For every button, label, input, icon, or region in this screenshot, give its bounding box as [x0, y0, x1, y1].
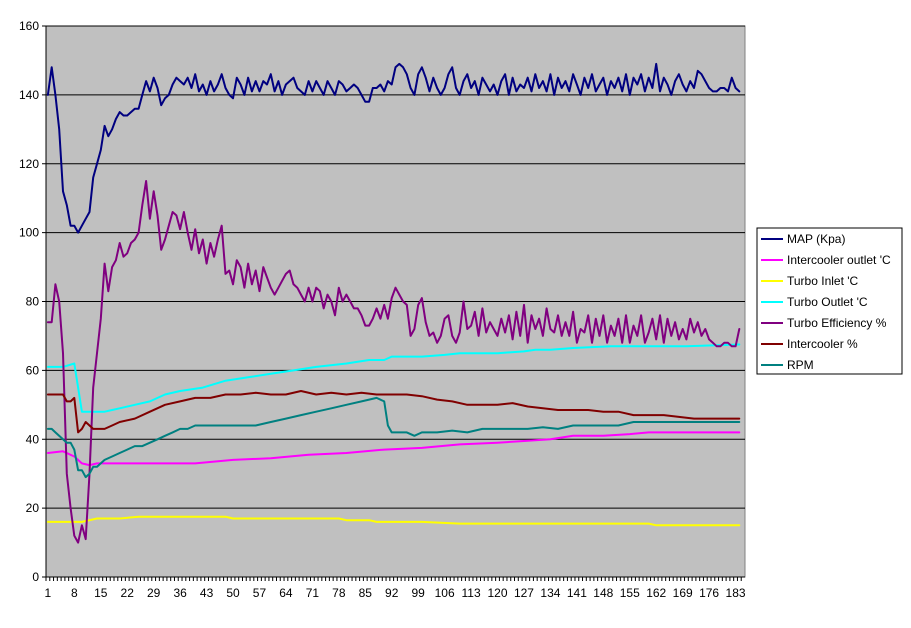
series-lines [46, 62, 741, 544]
legend-label: Turbo Efficiency % [787, 316, 887, 330]
series-line-2 [46, 431, 741, 467]
legend-label: MAP (Kpa) [787, 232, 845, 246]
legend-label: Intercooler % [787, 337, 858, 351]
x-tick-label: 50 [226, 586, 240, 600]
x-tick-label: 57 [253, 586, 267, 600]
y-tick-label: 20 [26, 501, 40, 515]
y-tick-label: 80 [26, 295, 40, 309]
x-tick-label: 29 [147, 586, 161, 600]
y-tick-label: 120 [19, 157, 39, 171]
y-tick-label: 160 [19, 19, 39, 33]
legend: MAP (Kpa) Intercooler outlet 'C Turbo Inle… [756, 227, 903, 375]
legend-label: Turbo Outlet 'C [787, 295, 868, 309]
y-tick-label: 60 [26, 363, 40, 377]
legend-label: RPM [787, 358, 814, 372]
series-line-5 [46, 180, 741, 544]
x-tick-label: 155 [620, 586, 640, 600]
series-line-1 [46, 62, 741, 234]
x-tick-label: 43 [200, 586, 214, 600]
x-tick-label: 113 [461, 586, 480, 600]
x-tick-label: 85 [359, 586, 373, 600]
legend-label: Intercooler outlet 'C [787, 253, 891, 267]
x-tick-label: 8 [71, 586, 78, 600]
x-tick-label: 176 [699, 586, 719, 600]
plot-area [45, 25, 746, 578]
x-tick-label: 99 [411, 586, 425, 600]
x-tick-label: 134 [540, 586, 560, 600]
series-line-3 [46, 515, 741, 527]
x-tick-label: 106 [435, 586, 455, 600]
series-line-7 [46, 396, 741, 479]
x-tick-label: 162 [646, 586, 666, 600]
y-tick-label: 40 [26, 432, 40, 446]
x-tick-label: 36 [173, 586, 187, 600]
y-tick-label: 0 [32, 570, 39, 584]
series-line-6 [46, 390, 741, 434]
x-tick-label: 22 [121, 586, 135, 600]
x-tick-label: 64 [279, 586, 293, 600]
x-tick-label: 15 [94, 586, 108, 600]
x-tick-label: 148 [593, 586, 613, 600]
x-tick-label: 127 [514, 586, 534, 600]
x-tick-label: 71 [306, 586, 320, 600]
x-tick-label: 92 [385, 586, 399, 600]
x-tick-label: 120 [488, 586, 508, 600]
x-tick-label: 169 [673, 586, 693, 600]
x-tick-label: 141 [567, 586, 587, 600]
series-line-4 [46, 343, 741, 413]
y-tick-label: 140 [19, 88, 39, 102]
axes: 0 20 40 60 80 100 120 140 160 1 8 15 22 29 36 43 50 57 64 7… [19, 19, 746, 600]
y-tick-label: 100 [19, 226, 39, 240]
legend-label: Turbo Inlet 'C [787, 274, 859, 288]
x-tick-label: 78 [332, 586, 346, 600]
x-tick-label: 183 [726, 586, 746, 600]
x-tick-label: 1 [45, 586, 52, 600]
